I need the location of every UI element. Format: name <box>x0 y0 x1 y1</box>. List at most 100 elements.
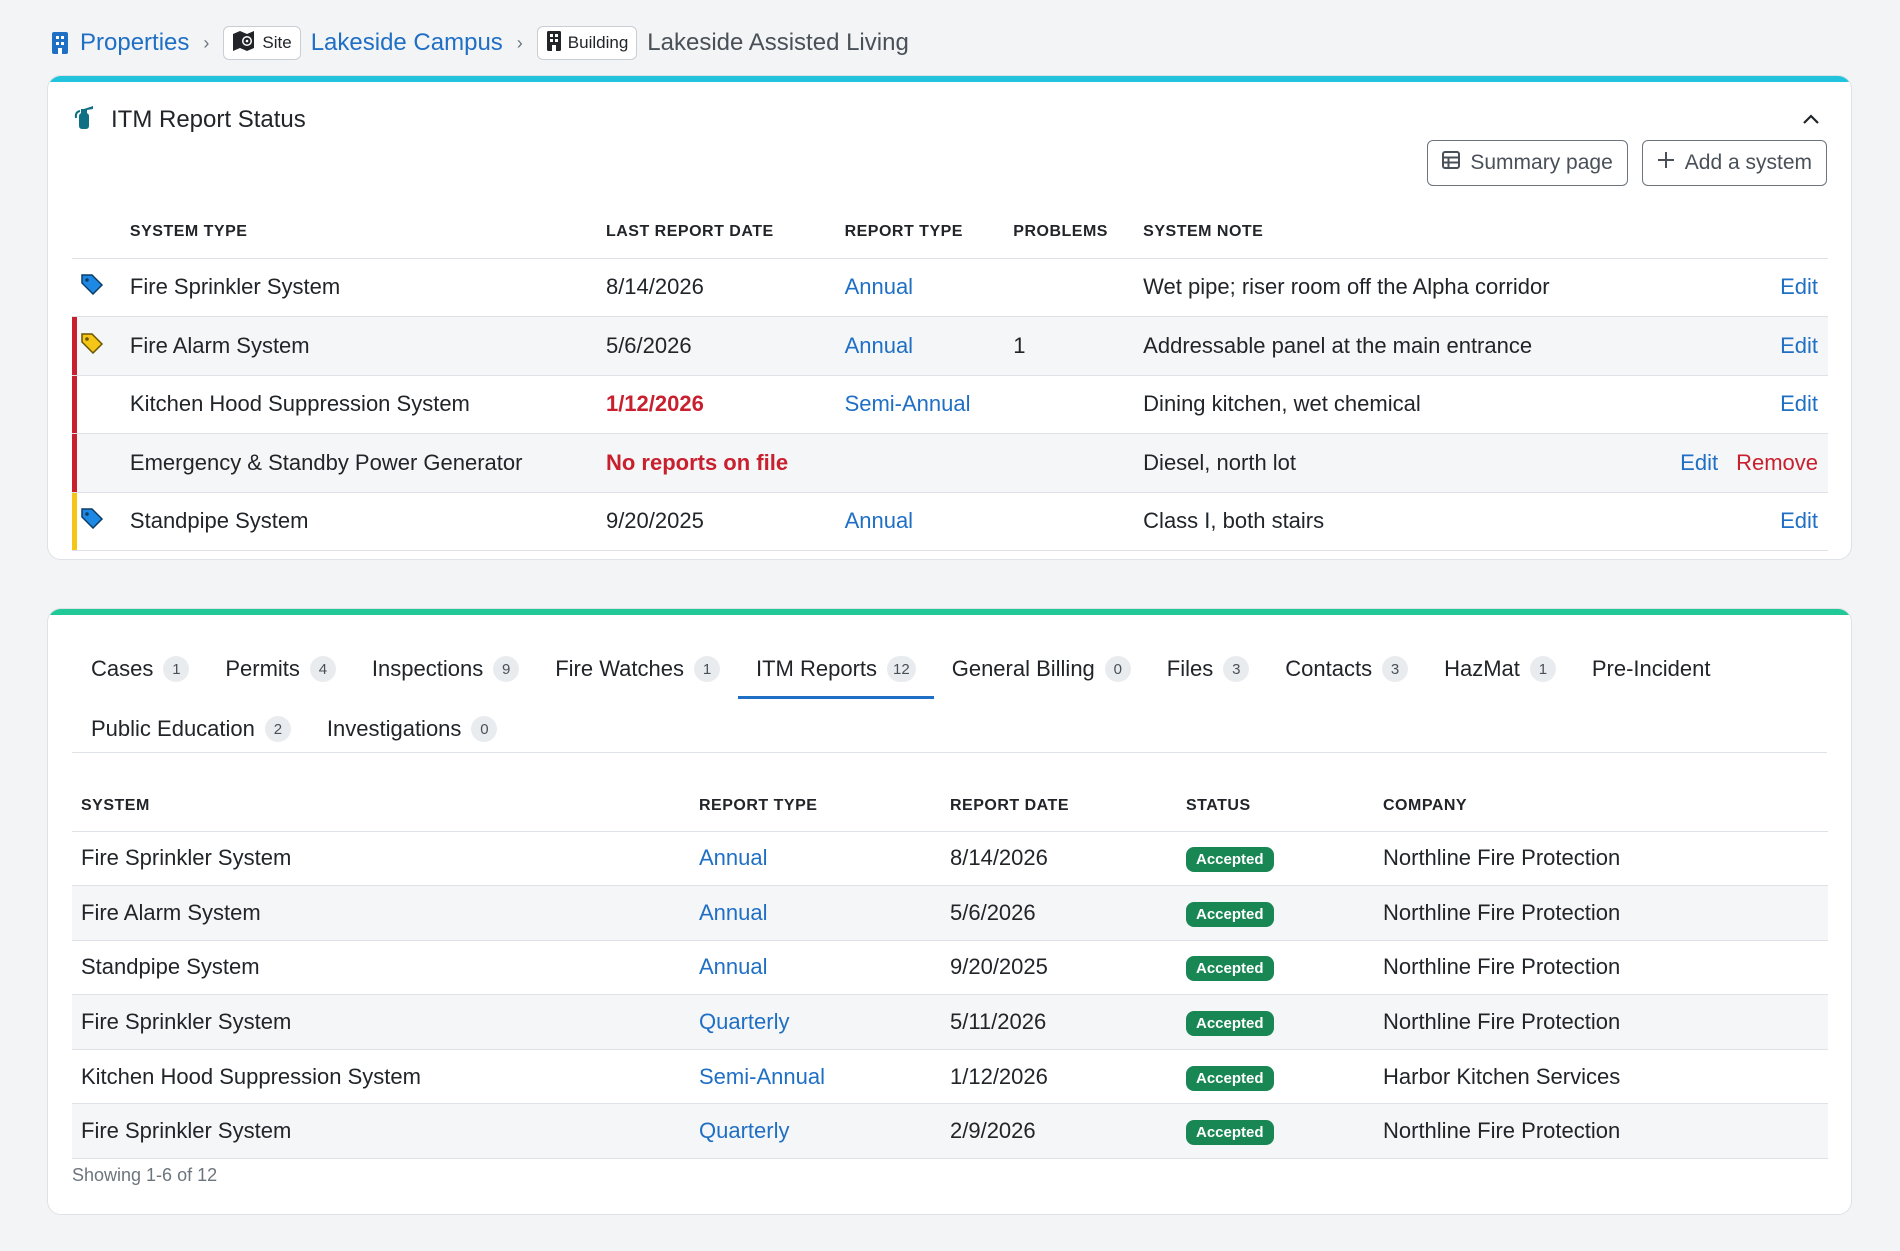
site-pill: Site <box>223 26 301 60</box>
tab-contacts[interactable]: Contacts 3 <box>1267 639 1426 699</box>
report-type-link[interactable]: Semi-Annual <box>699 1063 825 1089</box>
report-type-link[interactable]: Annual <box>699 899 768 925</box>
tab-hazmat[interactable]: HazMat 1 <box>1426 639 1574 699</box>
tab-label: Pre-Incident <box>1591 656 1711 681</box>
header-system: SYSTEM <box>72 781 690 832</box>
tab-label: HazMat <box>1444 656 1520 681</box>
row-flag <box>72 375 130 434</box>
table-row[interactable]: Standpipe System Annual 9/20/2025 Accept… <box>72 940 1828 996</box>
report-type-link[interactable]: Annual <box>699 845 768 871</box>
tab-fire-watches[interactable]: Fire Watches 1 <box>537 639 738 699</box>
tab-investigations[interactable]: Investigations 0 <box>309 699 516 759</box>
table-row: Emergency & Standby Power Generator No r… <box>72 433 1828 493</box>
system-cell: Fire Alarm System <box>72 885 690 941</box>
tab-label: Contacts <box>1285 656 1373 681</box>
table-row: Kitchen Hood Suppression System 1/12/202… <box>72 375 1828 434</box>
header-actions <box>1662 206 1828 259</box>
row-status-bar <box>72 434 77 492</box>
report-type-link[interactable]: Annual <box>844 332 914 358</box>
breadcrumb-separator: › <box>203 32 210 53</box>
system-cell: Fire Sprinkler System <box>72 994 690 1050</box>
tab-count-badge: 0 <box>471 716 498 742</box>
tab-permits[interactable]: Permits 4 <box>207 639 354 699</box>
tab-count-badge: 0 <box>1104 656 1131 682</box>
building-icon <box>546 30 562 57</box>
add-system-button[interactable]: Add a system <box>1641 140 1827 186</box>
row-actions: Edit Remove <box>1662 433 1828 493</box>
table-row[interactable]: Fire Sprinkler System Annual 8/14/2026 A… <box>72 831 1828 887</box>
edit-link[interactable]: Edit <box>1680 449 1719 475</box>
tab-count-badge: 4 <box>309 656 336 682</box>
tab-itm-reports[interactable]: ITM Reports 12 <box>738 639 934 699</box>
problems-cell <box>1013 375 1144 434</box>
breadcrumb-site-link[interactable]: Lakeside Campus <box>310 29 503 56</box>
edit-link[interactable]: Edit <box>1780 274 1818 300</box>
tab-pre-incident[interactable]: Pre-Incident <box>1574 639 1729 699</box>
row-flag <box>72 316 130 376</box>
header-problems: PROBLEMS <box>1013 206 1144 259</box>
report-type-link[interactable]: Semi-Annual <box>844 391 971 417</box>
status-badge: Accepted <box>1186 1120 1274 1146</box>
tab-count-badge: 2 <box>264 716 291 742</box>
tab-count-badge: 3 <box>1382 656 1409 682</box>
system-cell: Fire Sprinkler System <box>72 1103 690 1160</box>
tab-label: Permits <box>225 656 300 681</box>
report-date-cell: 5/6/2026 <box>941 885 1177 941</box>
table-row[interactable]: Fire Sprinkler System Quarterly 5/11/202… <box>72 994 1828 1050</box>
tab-label: Cases <box>91 656 154 681</box>
tab-files[interactable]: Files 3 <box>1149 639 1267 699</box>
itm-reports-table: SYSTEM REPORT TYPE REPORT DATE STATUS CO… <box>72 781 1828 1160</box>
system-cell: Fire Sprinkler System <box>72 831 690 887</box>
summary-page-button[interactable]: Summary page <box>1427 140 1628 186</box>
remove-link[interactable]: Remove <box>1736 449 1818 475</box>
report-type-link[interactable]: Annual <box>844 508 914 534</box>
tab-general-billing[interactable]: General Billing 0 <box>934 639 1149 699</box>
tab-inspections[interactable]: Inspections 9 <box>354 639 537 699</box>
tab-public-education[interactable]: Public Education 2 <box>73 699 309 759</box>
row-actions: Edit <box>1662 492 1828 551</box>
problems-cell <box>1013 433 1144 493</box>
tab-bar: Cases 1 Permits 4 Inspections 9 Fire Watche… <box>73 639 1826 759</box>
status-badge: Accepted <box>1186 1011 1274 1037</box>
tab-label: Inspections <box>371 656 484 681</box>
table-row[interactable]: Kitchen Hood Suppression System Semi-Ann… <box>72 1049 1828 1105</box>
system-cell: Kitchen Hood Suppression System <box>72 1049 690 1105</box>
problems-cell: 1 <box>1013 316 1144 376</box>
table-row[interactable]: Fire Alarm System Annual 5/6/2026 Accept… <box>72 885 1828 941</box>
report-type-link[interactable]: Quarterly <box>699 1118 790 1144</box>
table-row: Fire Sprinkler System 8/14/2026 Annual W… <box>72 258 1828 317</box>
tab-cases[interactable]: Cases 1 <box>73 639 207 699</box>
system-type-cell: Fire Sprinkler System <box>129 258 606 317</box>
header-report-type: REPORT TYPE <box>844 206 1014 259</box>
edit-link[interactable]: Edit <box>1780 332 1818 358</box>
tag-icon <box>80 274 104 300</box>
tab-count-badge: 12 <box>887 656 916 682</box>
report-date-cell: 5/11/2026 <box>941 994 1177 1050</box>
property-records-card: Cases 1 Permits 4 Inspections 9 Fire Watche… <box>47 608 1852 1215</box>
card-title: ITM Report Status <box>111 106 306 133</box>
table-row[interactable]: Fire Sprinkler System Quarterly 2/9/2026… <box>72 1103 1828 1160</box>
table-header-row: SYSTEM REPORT TYPE REPORT DATE STATUS CO… <box>72 781 1828 832</box>
tab-label: ITM Reports <box>756 656 878 681</box>
system-type-cell: Kitchen Hood Suppression System <box>129 375 606 434</box>
edit-link[interactable]: Edit <box>1780 508 1818 534</box>
chevron-up-icon[interactable] <box>1796 104 1826 134</box>
tab-row: Public Education 2 Investigations 0 <box>73 699 1826 759</box>
edit-link[interactable]: Edit <box>1780 391 1818 417</box>
report-date-cell: 8/14/2026 <box>941 831 1177 887</box>
status-badge: Accepted <box>1186 1065 1274 1091</box>
tag-icon <box>80 333 104 359</box>
tab-count-badge: 1 <box>1529 656 1556 682</box>
last-report-date-cell: 1/12/2026 <box>605 375 845 434</box>
report-type-link[interactable]: Annual <box>699 954 768 980</box>
report-type-link[interactable]: Annual <box>844 274 914 300</box>
problems-cell <box>1013 258 1144 317</box>
problems-cell <box>1013 492 1144 551</box>
pagination-summary: Showing 1-6 of 12 <box>72 1165 218 1185</box>
card-accent-bar <box>48 609 1851 615</box>
report-type-link[interactable]: Quarterly <box>699 1009 790 1035</box>
table-icon <box>1442 151 1461 175</box>
last-report-date-cell: 8/14/2026 <box>605 258 845 317</box>
tab-count-badge: 3 <box>1223 656 1250 682</box>
breadcrumb-properties-link[interactable]: Properties <box>80 29 190 56</box>
